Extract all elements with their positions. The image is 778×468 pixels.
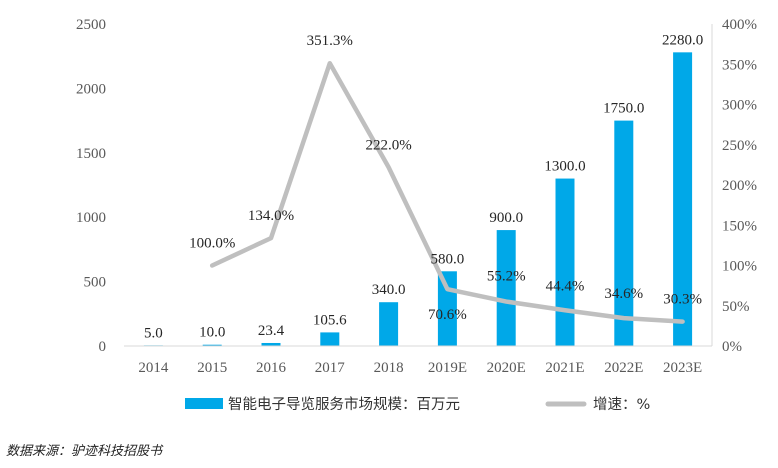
right-tick-label: 100% [722, 259, 757, 275]
x-tick-label: 2019E [428, 360, 467, 376]
line-value-label: 55.2% [487, 269, 526, 285]
right-tick-label: 0% [722, 339, 742, 355]
bar-value-label: 2280.0 [662, 32, 703, 48]
legend: 智能电子导览服务市场规模：百万元 增速：% [185, 396, 650, 413]
x-axis-ticks: 2014 2015 2016 2017 2018 2019E 2020E 2021E 2022E… [138, 360, 702, 376]
bar-value-label: 10.0 [199, 325, 225, 341]
bar [320, 332, 340, 346]
left-tick-label: 2500 [76, 17, 106, 33]
line-value-label: 100.0% [189, 236, 235, 252]
right-tick-label: 350% [722, 57, 757, 73]
line-data-labels: 100.0% 134.0% 351.3% 222.0% 70.6% 55.2% 44.4% 3… [189, 33, 702, 323]
left-tick-label: 0 [99, 339, 107, 355]
right-axis-ticks: 0% 50% 100% 150% 200% 250% 300% 350% 400% [722, 17, 757, 355]
bar-value-label: 580.0 [431, 251, 465, 267]
bar [673, 52, 693, 346]
x-tick-label: 2021E [545, 360, 584, 376]
right-tick-label: 200% [722, 178, 757, 194]
line-value-label: 70.6% [428, 307, 467, 323]
right-tick-label: 300% [722, 98, 757, 114]
bar [496, 230, 516, 346]
line-value-label: 30.3% [663, 292, 702, 308]
bar-value-label: 340.0 [372, 282, 406, 298]
bar-data-labels: 5.0 10.0 23.4 105.6 340.0 580.0 900.0 1300.0 175… [144, 32, 703, 341]
line-value-label: 44.4% [546, 278, 585, 294]
right-tick-label: 250% [722, 138, 757, 154]
left-tick-label: 500 [84, 275, 107, 291]
bar-value-label: 23.4 [258, 323, 285, 339]
bar [261, 342, 281, 346]
left-tick-label: 1000 [76, 210, 106, 226]
right-tick-label: 400% [722, 17, 757, 33]
x-tick-label: 2023E [663, 360, 702, 376]
bar [614, 120, 634, 346]
x-tick-label: 2020E [487, 360, 526, 376]
line-series [209, 60, 685, 324]
legend-bar-swatch [185, 398, 223, 409]
line-value-label: 34.6% [604, 286, 643, 302]
x-tick-label: 2016 [256, 360, 287, 376]
x-tick-label: 2022E [604, 360, 643, 376]
source-note: 数据来源：驴迹科技招股书 [6, 444, 163, 459]
bar-value-label: 105.6 [313, 312, 347, 328]
left-tick-label: 1500 [76, 146, 106, 162]
bar-value-label: 900.0 [489, 210, 523, 226]
legend-line-label: 增速：% [593, 396, 650, 413]
bar [379, 302, 399, 346]
bar-value-label: 1300.0 [544, 159, 585, 175]
right-tick-label: 50% [722, 299, 750, 315]
x-tick-label: 2017 [315, 360, 346, 376]
line-value-label: 222.0% [365, 137, 411, 153]
bar-value-label: 1750.0 [603, 101, 644, 117]
x-tick-label: 2018 [374, 360, 404, 376]
line-value-label: 134.0% [248, 208, 294, 224]
x-tick-label: 2014 [138, 360, 169, 376]
bar [202, 344, 222, 346]
left-axis-ticks: 0 500 1000 1500 2000 2500 [76, 17, 106, 355]
right-tick-label: 150% [722, 218, 757, 234]
left-tick-label: 2000 [76, 81, 106, 97]
bar [555, 178, 575, 346]
line-value-label: 351.3% [307, 33, 353, 49]
legend-bar-label: 智能电子导览服务市场规模：百万元 [228, 396, 460, 413]
bar-value-label: 5.0 [144, 325, 163, 341]
x-tick-label: 2015 [197, 360, 227, 376]
